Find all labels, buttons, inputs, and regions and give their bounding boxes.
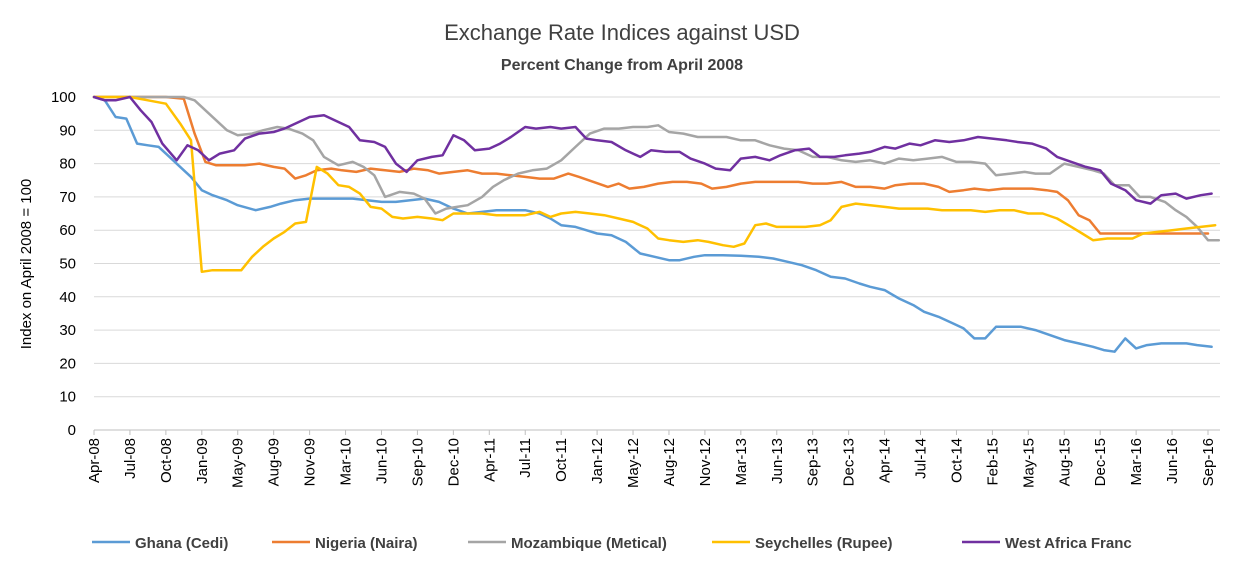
series-line-0: [92, 95, 1213, 353]
x-tick-label: Dec-10: [445, 438, 462, 486]
series-lines: [92, 95, 1221, 353]
chart-title: Exchange Rate Indices against USD: [444, 20, 800, 45]
legend: Ghana (Cedi) Nigeria (Naira) Mozambique (M…: [92, 535, 1132, 552]
x-tick-label: Jul-11: [517, 438, 534, 478]
x-tick-label: Oct-11: [553, 438, 570, 482]
legend-label: Ghana (Cedi): [135, 535, 228, 552]
legend-label: Nigeria (Naira): [315, 535, 418, 552]
y-tick-label: 100: [51, 89, 76, 106]
x-tick-label: Feb-15: [984, 438, 1001, 486]
x-tick-label: Aug-15: [1056, 438, 1073, 486]
y-tick-label: 50: [59, 256, 76, 273]
x-tick-label: May-12: [625, 438, 642, 488]
y-axis-ticks: 0 10 20 30 40 50 60 70 80 90 100: [51, 89, 76, 439]
x-tick-label: Aug-09: [266, 438, 283, 486]
x-tick-label: Oct-14: [948, 438, 965, 483]
y-tick-label: 0: [68, 422, 76, 439]
y-tick-label: 60: [59, 222, 76, 239]
x-tick-label: Apr-14: [877, 438, 894, 483]
x-tick-label: Nov-12: [697, 438, 714, 486]
x-tick-label: May-09: [230, 438, 247, 488]
x-tick-label: Jun-13: [769, 438, 786, 484]
x-tick-label: Nov-09: [302, 438, 319, 486]
x-tick-label: Aug-12: [661, 438, 678, 486]
x-tick-label: Jun-16: [1164, 438, 1181, 484]
series-line-4: [92, 95, 1213, 205]
y-tick-label: 90: [59, 122, 76, 139]
gridlines: [94, 96, 1220, 431]
x-tick-label: May-15: [1020, 438, 1037, 488]
y-axis-label: Index on April 2008 = 100: [18, 179, 35, 350]
x-tick-label: Jul-08: [122, 438, 139, 479]
y-tick-label: 10: [59, 389, 76, 406]
x-tick-label: Dec-15: [1092, 438, 1109, 486]
x-tick-label: Mar-10: [338, 438, 355, 486]
x-tick-label: Apr-11: [481, 438, 498, 482]
x-tick-label: Jul-14: [913, 438, 930, 479]
x-tick-label: Sep-13: [805, 438, 822, 486]
x-tick-label: Mar-13: [733, 438, 750, 486]
series-line-2: [92, 95, 1221, 242]
x-tick-label: Dec-13: [841, 438, 858, 486]
x-tick-label: Apr-08: [86, 438, 103, 483]
chart-subtitle: Percent Change from April 2008: [501, 57, 743, 74]
x-tick-label: Jun-10: [373, 438, 390, 484]
y-tick-label: 40: [59, 289, 76, 306]
series-line-3: [92, 95, 1217, 274]
legend-label: Mozambique (Metical): [511, 535, 667, 552]
x-tick-label: Sep-10: [409, 438, 426, 486]
y-tick-label: 70: [59, 189, 76, 206]
y-tick-label: 20: [59, 355, 76, 372]
x-tick-label: Jan-09: [194, 438, 211, 484]
x-tick-label: Sep-16: [1200, 438, 1217, 486]
series-line-1: [92, 95, 1210, 235]
legend-label: Seychelles (Rupee): [755, 535, 893, 552]
x-tick-label: Mar-16: [1128, 438, 1145, 486]
y-tick-label: 80: [59, 156, 76, 173]
y-tick-label: 30: [59, 322, 76, 339]
x-tick-label: Jan-12: [589, 438, 606, 484]
legend-label: West Africa Franc: [1005, 535, 1132, 552]
x-axis-ticks: Apr-08 Jul-08 Oct-08 Jan-09 May-09 Aug-09 Nov-…: [86, 430, 1217, 488]
x-tick-label: Oct-08: [158, 438, 175, 483]
